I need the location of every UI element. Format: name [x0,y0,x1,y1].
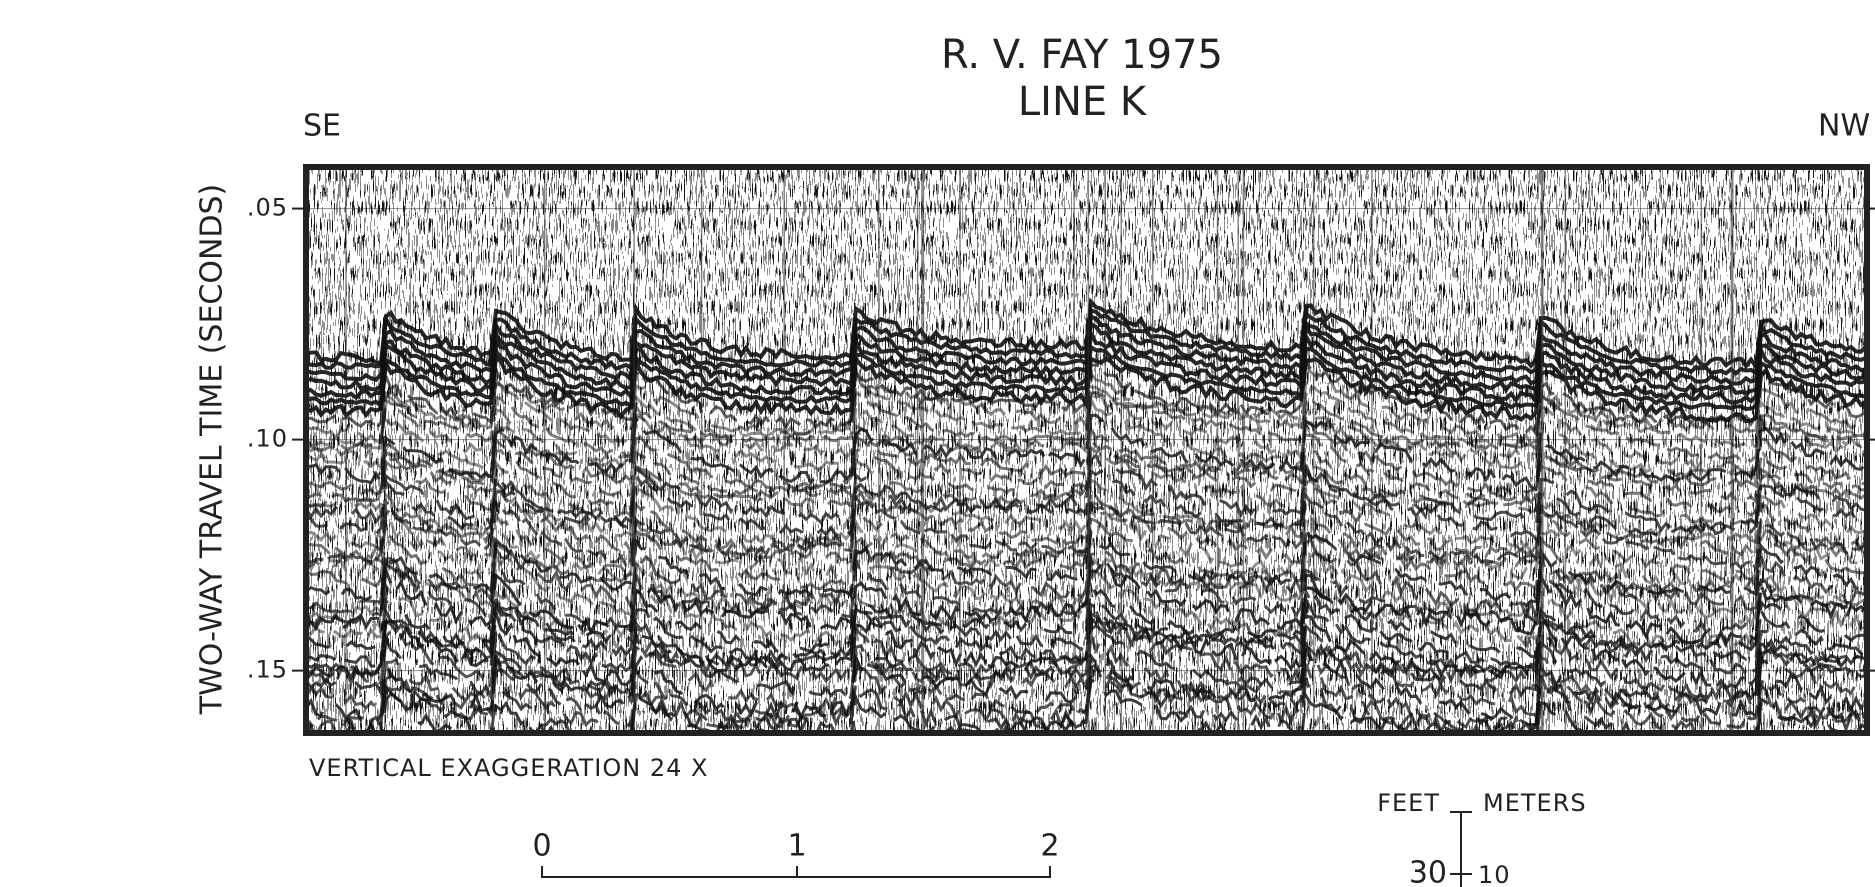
y-axis-label: TWO-WAY TRAVEL TIME (SECONDS) [195,184,230,716]
y-tick-label: .10 [247,425,288,453]
reflector [306,452,1867,536]
reflector [306,413,1867,492]
exaggeration-note: VERTICAL EXAGGERATION 24 X [309,754,708,782]
reflector [313,677,1867,733]
reflector [306,562,1867,647]
seismic-record [306,167,1867,733]
y-tick-label: .15 [247,656,288,684]
vertical-scale-bar [1450,811,1472,887]
subtitle: LINE K [1018,79,1148,125]
distance-label: 0 [532,829,551,864]
reflector [306,466,1867,543]
meters-unit: METERS [1483,789,1587,817]
reflector [306,524,1867,608]
reflector [306,594,1867,677]
reflector [306,641,1867,727]
vertical-scale: FEET METERS 30 10 [1377,789,1586,887]
right-direction: NW [1818,109,1870,144]
title: R. V. FAY 1975 [941,32,1223,78]
distance-scale-bar [541,866,1051,878]
y-tick-label: .05 [247,194,288,222]
meters-value: 10 [1478,861,1511,887]
reflector [306,538,1867,620]
distance-label: 2 [1040,829,1059,864]
plot-frame [303,164,1870,736]
reflector [306,586,1867,670]
reflector [306,577,1867,659]
reflector [306,664,1867,733]
reflector [306,501,1867,582]
reflector [306,544,1867,628]
feet-unit: FEET [1377,789,1440,817]
left-direction: SE [303,109,341,144]
reflector [306,394,1867,478]
reflector [306,380,1867,448]
reflector [306,391,1867,473]
distance-scale: 0 1 2 [532,829,1060,878]
reflector [306,517,1867,593]
reflector [306,421,1867,497]
feet-value: 30 [1409,856,1447,887]
reflector [306,354,1867,438]
reflector [306,449,1867,526]
reflector [306,569,1867,650]
distance-label: 1 [787,829,806,864]
